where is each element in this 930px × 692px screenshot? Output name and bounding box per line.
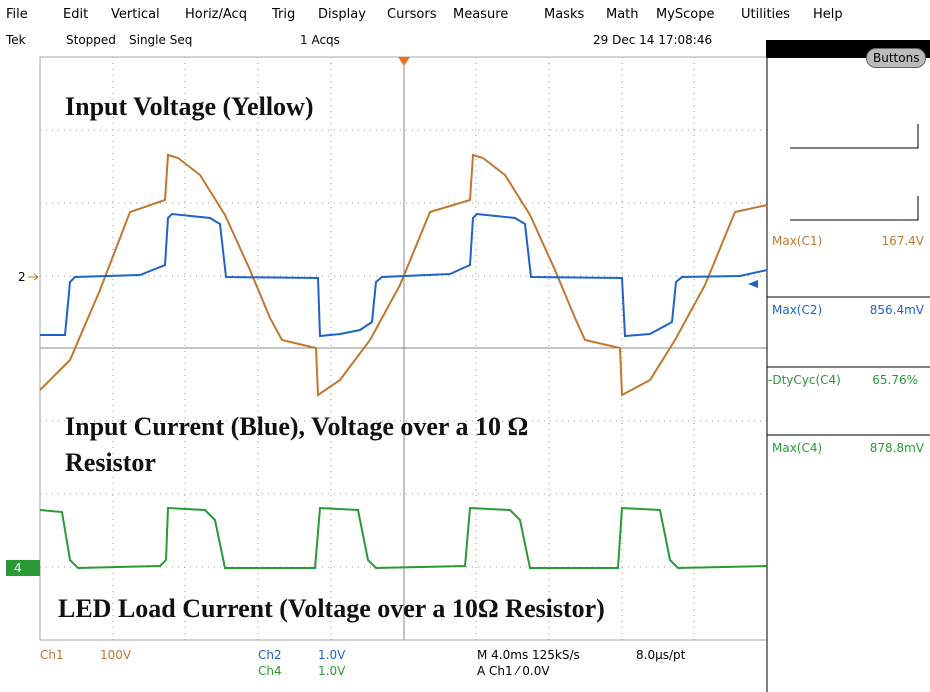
menu-item[interactable]: Trig (272, 7, 296, 22)
ch4-marker: 4 (14, 561, 22, 575)
menu-item[interactable]: Measure (453, 7, 509, 22)
ch4-label: Ch4 (258, 664, 282, 678)
ch2-label: Ch2 (258, 648, 282, 662)
trigger-position (398, 57, 410, 66)
datetime: 29 Dec 14 17:08:46 (593, 33, 713, 47)
ch1-trace (39, 153, 768, 397)
menu-item[interactable]: Math (606, 7, 639, 22)
measure-value: 65.76% (872, 373, 918, 387)
menu-item[interactable]: MyScope (656, 7, 715, 22)
menu-item[interactable]: File (6, 7, 28, 22)
annotation: LED Load Current (Voltage over a 10Ω Res… (58, 594, 605, 623)
acq-count: 1 Acqs (300, 33, 340, 47)
measure-label: Max(C4) (772, 441, 823, 455)
menu-item[interactable]: Masks (544, 7, 585, 22)
ch2-marker-arrow (28, 273, 39, 281)
brand: Tek (6, 33, 26, 47)
ch2-marker: 2 (18, 270, 26, 284)
ch1-scale: 100V (100, 648, 132, 662)
ch4-trace (39, 506, 768, 570)
timebase: M 4.0ms 125kS/s (477, 648, 580, 662)
trigger-level (748, 280, 758, 288)
menu-item[interactable]: Edit (63, 7, 89, 22)
ch2-scale: 1.0V (318, 648, 346, 662)
menu-item[interactable]: Utilities (741, 7, 790, 22)
measure-label: Max(C2) (772, 303, 823, 317)
ch4-marker-box (6, 560, 40, 576)
ch4-scale: 1.0V (318, 664, 346, 678)
buttons-toggle[interactable]: Buttons (866, 48, 927, 68)
menu-item[interactable]: Help (813, 7, 843, 22)
acq-state: Stopped (66, 33, 116, 47)
acq-mode: Single Seq (129, 33, 193, 47)
annotation: Resistor (65, 448, 156, 477)
annotation: Input Voltage (Yellow) (65, 92, 314, 121)
annotation: Input Current (Blue), Voltage over a 10 … (65, 412, 529, 441)
menu-item[interactable]: Cursors (387, 7, 437, 22)
menu-item[interactable]: Vertical (111, 7, 160, 22)
measure-label: -DtyCyc(C4) (768, 373, 841, 387)
menu-item[interactable]: Horiz/Acq (185, 7, 247, 22)
ch1-label: Ch1 (40, 648, 64, 662)
menu-item[interactable]: Display (318, 7, 366, 22)
measure-value: 167.4V (881, 234, 924, 248)
resolution: 8.0µs/pt (636, 648, 686, 662)
trigger: A Ch1 ⁄ 0.0V (477, 664, 550, 678)
measure-value: 878.8mV (869, 441, 924, 455)
measure-label: Max(C1) (772, 234, 823, 248)
measure-value: 856.4mV (869, 303, 924, 317)
ch2-trace (40, 212, 768, 338)
